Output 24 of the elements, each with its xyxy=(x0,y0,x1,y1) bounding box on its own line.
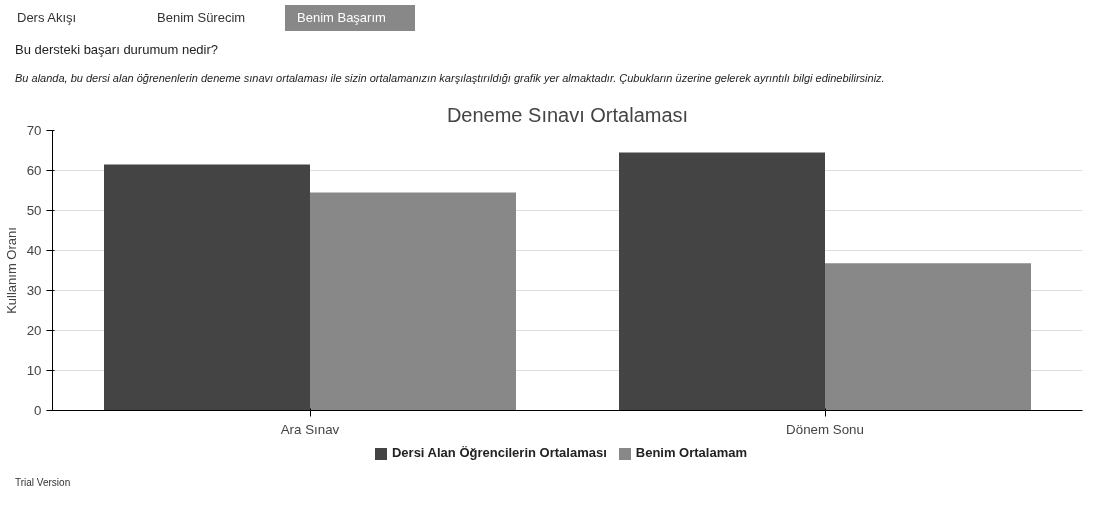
text: Benim Başarım xyxy=(297,9,386,27)
y-axis-title: Kullanım Oranı xyxy=(3,227,19,314)
text: Bu alanda, bu dersi alan öğrenenlerin deneme sınavı ortalaması ile sizin ortalamanızın karşılaştırıldığı grafik yer almaktadır. Çubukların üzerine gelerek ayrıntılı bilgi edinebilirsiniz. xyxy=(15,71,885,86)
bar xyxy=(310,192,516,411)
text: Benim Sürecim xyxy=(157,9,246,27)
y-tick-label: 60 xyxy=(26,163,42,178)
bar xyxy=(104,164,310,411)
y-tick-label: 40 xyxy=(26,243,42,258)
bar xyxy=(619,152,825,411)
bar xyxy=(825,263,1031,411)
chart-title: Deneme Sınavı Ortalaması xyxy=(446,103,689,126)
x-tick-label: Dönem Sonu xyxy=(786,421,864,437)
y-tick-label: 10 xyxy=(26,363,42,378)
text: Bu dersteki başarı durumum nedir? xyxy=(15,41,219,59)
legend-label: Dersi Alan Öğrencilerin Ortalaması xyxy=(391,445,607,461)
legend-label: Benim Ortalamam xyxy=(635,445,748,461)
y-tick-label: 0 xyxy=(34,403,42,418)
y-tick-label: 50 xyxy=(26,203,42,218)
text: Trial Version xyxy=(15,476,71,490)
x-tick-label: Ara Sınav xyxy=(280,421,340,437)
y-tick-label: 70 xyxy=(26,123,42,138)
y-tick-label: 30 xyxy=(26,283,42,298)
y-tick-label: 20 xyxy=(26,323,42,338)
text: Ders Akışı xyxy=(17,9,77,27)
